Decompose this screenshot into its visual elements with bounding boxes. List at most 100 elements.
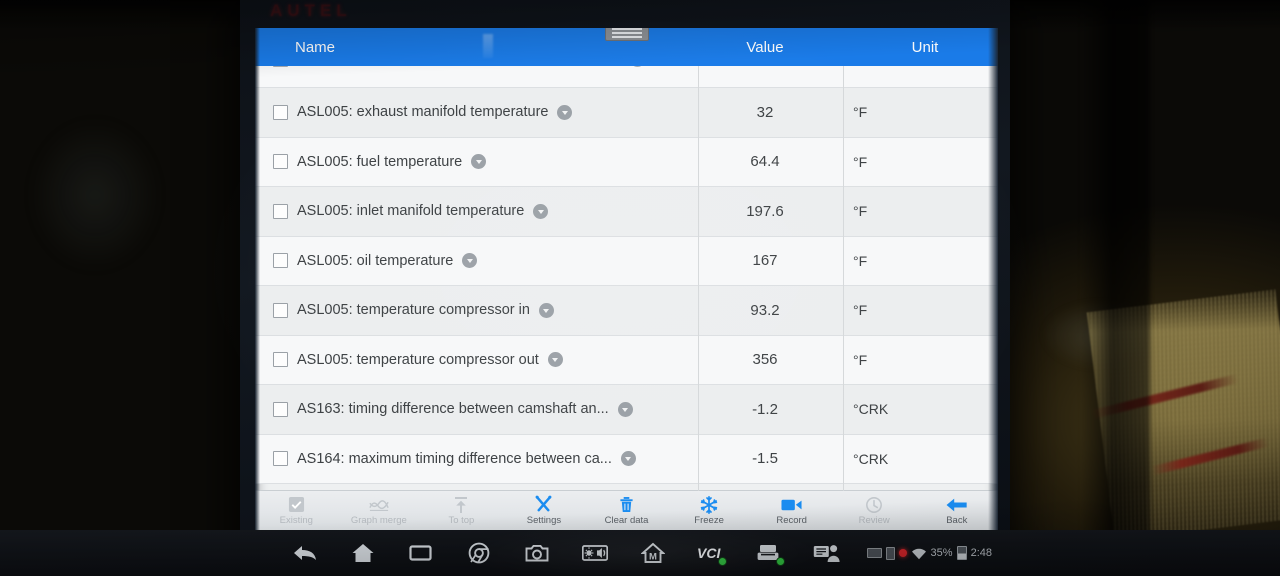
bottom-toolbar[interactable]: Existing Graph merge To top Settings Clear d… [255,490,998,530]
table-row[interactable]: AS164: maximum timing difference between… [255,434,998,484]
toolbar-item-record[interactable]: Record [750,491,833,531]
recents-icon[interactable] [406,538,436,568]
chevron-down-icon[interactable] [462,253,478,269]
table-row[interactable]: ASL005: oil temperature 167 °F [255,236,998,286]
chevron-down-icon[interactable] [617,401,633,417]
row-name-cell[interactable]: ASL005: temperature compressor in [273,302,693,318]
row-name-cell[interactable]: ASL005: inlet manifold temperature [273,203,693,219]
table-row[interactable]: AS163: timing difference between camshaf… [255,385,998,435]
toolbar-item-review: Review [833,491,916,531]
trash-icon [619,495,634,514]
navigation-icon-group[interactable]: M VCI [290,530,842,576]
row-label: ASL005: Exhaust Gas Recirculation (EGR) … [297,66,621,67]
home-icon[interactable] [348,538,378,568]
android-navigation-bar[interactable]: M VCI 35% 2:48 [0,530,1280,576]
broom-bristles [1086,289,1280,541]
row-unit-cell: °F [853,351,868,368]
row-unit-cell: F [853,66,943,67]
brightness-volume-icon[interactable] [580,538,610,568]
toolbar-item-label: Record [776,515,807,526]
row-checkbox[interactable] [273,401,288,417]
chevron-down-icon[interactable] [547,352,563,368]
row-name-cell[interactable]: ASL005: oil temperature [273,253,693,269]
row-label: ASL005: exhaust manifold temperature [297,104,549,121]
background-glow [30,120,160,270]
drag-handle[interactable] [604,28,649,41]
clock-label: 2:48 [970,547,992,559]
table-row[interactable]: ASL005: fuel temperature 64.4 °F [255,137,998,187]
table-header: Name Value Unit [255,28,998,66]
table-row[interactable]: ASL005: Exhaust Gas Recirculation (EGR) … [255,66,998,88]
row-unit-cell: °F [853,252,868,269]
status-tray[interactable]: 35% 2:48 [866,530,992,576]
row-value-cell: 64.4 [750,153,780,171]
chrome-icon[interactable] [464,538,494,568]
row-unit-cell: °F [853,153,868,170]
svg-text:M: M [649,551,657,562]
checkbox-icon [288,495,305,514]
chevron-down-icon[interactable] [533,203,549,219]
row-checkbox[interactable] [273,66,288,67]
row-checkbox[interactable] [273,154,288,170]
toolbar-item-label: To top [448,515,475,526]
row-value-cell: -1.2 [752,400,778,418]
autel-brand-logo: AUTEL [270,1,352,20]
review-icon [865,495,883,514]
row-name-cell[interactable]: ASL005: exhaust manifold temperature [273,104,693,120]
chevron-down-icon[interactable] [629,66,645,67]
row-label: ASL005: fuel temperature [297,153,463,170]
table-row[interactable]: ASL005: exhaust manifold temperature 32 °F [255,88,998,138]
broom-binding-upper [1091,373,1239,420]
data-stream-list[interactable]: ASL005: Exhaust Gas Recirculation (EGR) … [255,66,998,484]
autel-diagnostic-tablet: AUTEL Name Value Unit ASL005: Exhaust Ga… [240,0,1010,576]
chevron-down-icon[interactable] [557,104,573,120]
row-checkbox[interactable] [273,451,288,467]
row-name-cell[interactable]: AS163: timing difference between camshaf… [273,401,693,417]
vci-icon[interactable]: VCI [696,538,727,568]
back-arrow-icon [945,495,968,514]
column-header-unit[interactable]: Unit [911,38,939,56]
battery-icon [956,546,967,560]
table-row[interactable]: ASL005: temperature compressor out 356 °F [255,335,998,385]
row-checkbox[interactable] [273,302,288,318]
back-arrow-icon[interactable] [290,538,320,568]
row-label: ASL005: temperature compressor out [297,351,539,368]
vehicle-connect-icon[interactable] [754,538,785,568]
table-row[interactable]: ASL005: inlet manifold temperature 197.6 °… [255,187,998,237]
header-highlight [483,34,493,58]
remote-support-icon[interactable] [812,538,842,568]
maxi-home-icon[interactable]: M [638,538,668,568]
toolbar-item-label: Settings [526,515,562,526]
chevron-down-icon[interactable] [471,154,487,170]
table-row[interactable]: ASL005: temperature compressor in 93.2 °F [255,286,998,336]
column-header-name[interactable]: Name [295,38,336,56]
toolbar-item-label: Graph merge [350,515,407,526]
toolbar-item-label: Clear data [604,515,649,526]
background-wall-patch [1040,300,1160,370]
toolbar-item-existing: Existing [255,491,338,531]
row-name-cell[interactable]: ASL005: temperature compressor out [273,352,693,368]
toolbar-item-label: Back [946,515,968,526]
chevron-down-icon[interactable] [538,302,554,318]
row-checkbox[interactable] [273,352,288,368]
toolbar-item-clear-data[interactable]: Clear data [585,491,668,531]
camera-icon[interactable] [522,538,552,568]
column-header-value[interactable]: Value [746,38,784,56]
row-checkbox[interactable] [273,104,288,120]
toolbar-item-back[interactable]: Back [916,491,999,531]
background-dark-pillar [1080,0,1150,576]
row-name-cell[interactable]: ASL005: Exhaust Gas Recirculation (EGR) … [273,66,693,67]
toolbar-item-label: Freeze [694,515,724,526]
row-name-cell[interactable]: ASL005: fuel temperature [273,154,693,170]
row-value-cell: -1.5 [752,450,778,468]
row-checkbox[interactable] [273,253,288,269]
toolbar-item-freeze[interactable]: Freeze [668,491,751,531]
row-label: ASL005: temperature compressor in [297,302,530,319]
row-checkbox[interactable] [273,203,288,219]
toolbar-item-settings[interactable]: Settings [503,491,586,531]
row-name-cell[interactable]: AS164: maximum timing difference between… [273,451,693,467]
signal-icon [885,546,895,560]
toolbar-item-label: Existing [279,515,313,526]
chevron-down-icon[interactable] [620,451,636,467]
snowflake-icon [700,495,718,514]
